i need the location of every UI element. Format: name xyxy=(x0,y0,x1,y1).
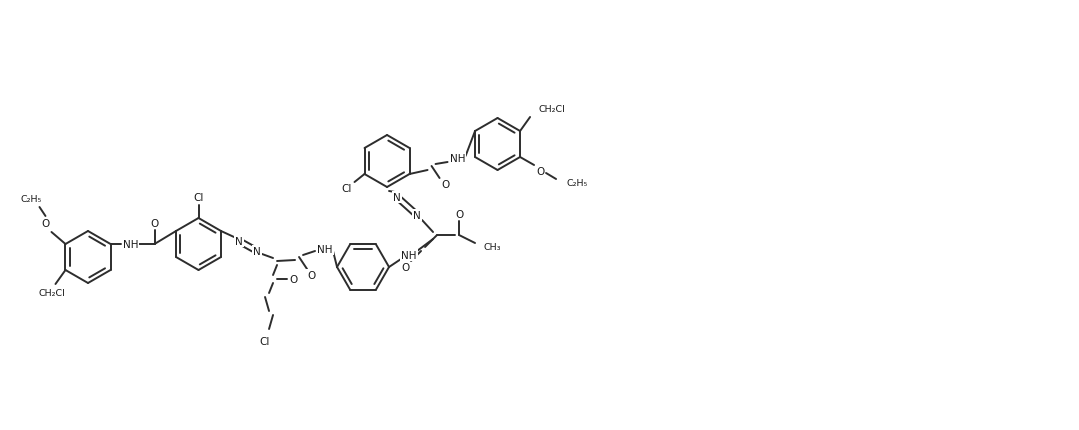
Text: Cl: Cl xyxy=(193,193,204,203)
Text: N: N xyxy=(413,211,421,221)
Text: O: O xyxy=(41,218,50,228)
Text: CH₂Cl: CH₂Cl xyxy=(38,289,65,298)
Text: N: N xyxy=(254,246,261,256)
Text: O: O xyxy=(441,180,450,190)
Text: CH₂Cl: CH₂Cl xyxy=(538,105,564,114)
Text: Cl: Cl xyxy=(260,336,270,346)
Text: Cl: Cl xyxy=(341,184,352,194)
Text: NH: NH xyxy=(401,250,416,261)
Text: O: O xyxy=(150,218,159,228)
Text: CH₃: CH₃ xyxy=(483,243,501,252)
Text: O: O xyxy=(401,262,409,272)
Text: NH: NH xyxy=(123,240,138,249)
Text: C₂H₅: C₂H₅ xyxy=(566,179,587,188)
Text: O: O xyxy=(289,274,297,284)
Text: C₂H₅: C₂H₅ xyxy=(21,195,42,204)
Text: N: N xyxy=(235,237,243,246)
Text: O: O xyxy=(455,209,463,219)
Text: O: O xyxy=(306,270,315,280)
Text: NH: NH xyxy=(317,244,332,255)
Text: N: N xyxy=(393,193,401,203)
Text: O: O xyxy=(536,166,544,177)
Text: NH: NH xyxy=(450,154,465,164)
